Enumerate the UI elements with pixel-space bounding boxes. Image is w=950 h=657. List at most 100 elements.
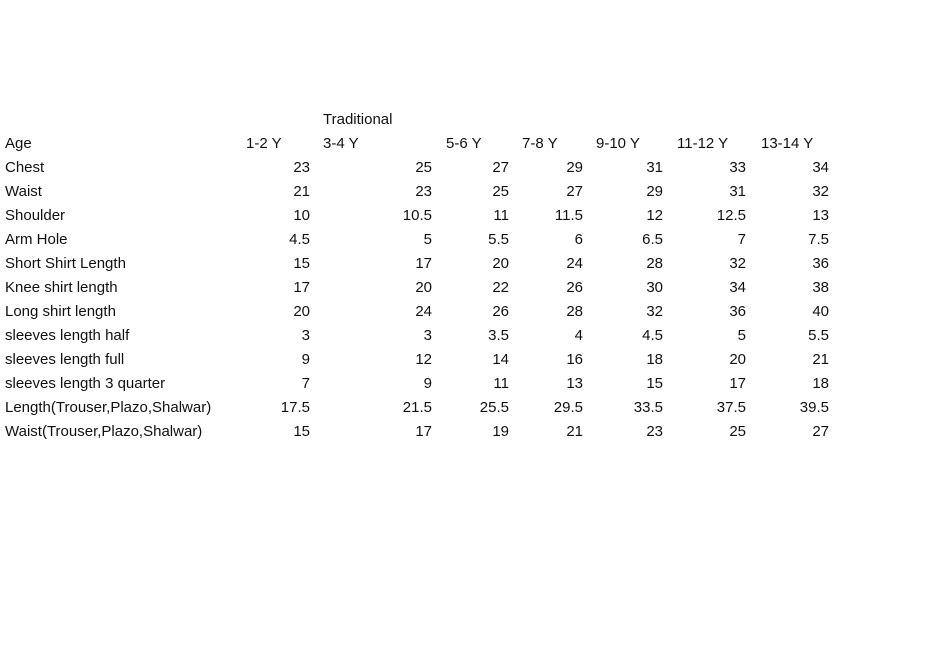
column-header: 5-6 Y (446, 135, 482, 152)
table-cell: 6 (574, 231, 583, 248)
table-cell: 25 (729, 423, 746, 440)
table-cell: 16 (566, 351, 583, 368)
table-cell: 24 (566, 255, 583, 272)
table-cell: 21.5 (402, 399, 432, 416)
table-cell: 11 (493, 207, 509, 224)
table-cell: 27 (492, 159, 509, 176)
table-cell: 27 (812, 423, 829, 440)
row-label: sleeves length 3 quarter (5, 375, 166, 392)
table-cell: 4.5 (642, 327, 663, 344)
table-cell: 15 (293, 423, 310, 440)
column-header: 1-2 Y (246, 135, 282, 152)
table-cell: 5 (423, 231, 432, 248)
table-cell: 9 (423, 375, 432, 392)
table-cell: 15 (646, 375, 663, 392)
table-cell: 29.5 (553, 399, 583, 416)
table-cell: 28 (646, 255, 663, 272)
table-cell: 26 (566, 279, 583, 296)
column-header: 9-10 Y (596, 135, 640, 152)
table-cell: 10 (293, 207, 310, 224)
table-cell: 5.5 (488, 231, 509, 248)
table-cell: 7 (301, 375, 310, 392)
table-cell: 14 (492, 351, 509, 368)
table-cell: 10.5 (402, 207, 432, 224)
table-cell: 33.5 (633, 399, 663, 416)
table-cell: 20 (293, 303, 310, 320)
row-label: Arm Hole (5, 231, 68, 248)
table-cell: 40 (812, 303, 829, 320)
table-cell: 23 (646, 423, 663, 440)
table-cell: 32 (812, 183, 829, 200)
row-label: Short Shirt Length (5, 255, 126, 272)
table-cell: 18 (646, 351, 663, 368)
table-cell: 27 (566, 183, 583, 200)
table-cell: 5 (737, 327, 746, 344)
table-cell: 17 (415, 255, 432, 272)
column-header: 7-8 Y (522, 135, 558, 152)
table-cell: 21 (566, 423, 583, 440)
table-cell: 17 (415, 423, 432, 440)
table-cell: 21 (293, 183, 310, 200)
table-cell: 25 (415, 159, 432, 176)
column-header: 13-14 Y (761, 135, 814, 152)
table-cell: 18 (812, 375, 829, 392)
table-cell: 17 (729, 375, 746, 392)
table-cell: 5.5 (808, 327, 829, 344)
row-label: Long shirt length (5, 303, 116, 320)
table-cell: 25 (492, 183, 509, 200)
row-label: Shoulder (5, 207, 66, 224)
table-cell: 3 (301, 327, 310, 344)
table-cell: 39.5 (799, 399, 829, 416)
table-cell: 7.5 (808, 231, 829, 248)
table-cell: 24 (415, 303, 432, 320)
group-label: Traditional (323, 111, 393, 128)
table-cell: 29 (566, 159, 583, 176)
row-label: Length(Trouser,Plazo,Shalwar) (5, 399, 212, 416)
table-cell: 30 (646, 279, 663, 296)
row-label: Waist(Trouser,Plazo,Shalwar) (5, 423, 203, 440)
column-header: 3-4 Y (323, 135, 359, 152)
table-cell: 26 (492, 303, 509, 320)
table-cell: 33 (729, 159, 746, 176)
table-cell: 32 (646, 303, 663, 320)
table-cell: 23 (293, 159, 310, 176)
table-cell: 20 (415, 279, 432, 296)
row-label: sleeves length full (5, 351, 125, 368)
table-cell: 12 (646, 207, 663, 224)
row-label: Waist (5, 183, 42, 200)
column-header: 11-12 Y (677, 135, 729, 152)
table-cell: 34 (812, 159, 829, 176)
row-label: Knee shirt length (5, 279, 118, 296)
table-cell: 4 (574, 327, 583, 344)
row-label: Chest (5, 159, 45, 176)
table-cell: 12.5 (716, 207, 746, 224)
table-cell: 32 (729, 255, 746, 272)
table-cell: 6.5 (642, 231, 663, 248)
table-cell: 9 (301, 351, 310, 368)
table-cell: 36 (729, 303, 746, 320)
table-cell: 36 (812, 255, 829, 272)
table-cell: 17.5 (280, 399, 310, 416)
table-cell: 25.5 (479, 399, 509, 416)
table-cell: 3.5 (488, 327, 509, 344)
table-cell: 29 (646, 183, 663, 200)
table-cell: 4.5 (289, 231, 310, 248)
table-cell: 20 (492, 255, 509, 272)
table-cell: 23 (415, 183, 432, 200)
table-cell: 3 (423, 327, 432, 344)
header-label: Age (5, 135, 32, 152)
table-cell: 17 (293, 279, 310, 296)
table-cell: 21 (812, 351, 829, 368)
table-cell: 11 (493, 375, 509, 392)
table-cell: 7 (737, 231, 746, 248)
table-cell: 38 (812, 279, 829, 296)
table-cell: 13 (812, 207, 829, 224)
table-cell: 11.5 (554, 207, 583, 224)
table-cell: 22 (492, 279, 509, 296)
table-cell: 13 (566, 375, 583, 392)
table-cell: 37.5 (716, 399, 746, 416)
row-label: sleeves length half (5, 327, 130, 344)
table-cell: 20 (729, 351, 746, 368)
table-cell: 34 (729, 279, 746, 296)
table-cell: 31 (646, 159, 663, 176)
